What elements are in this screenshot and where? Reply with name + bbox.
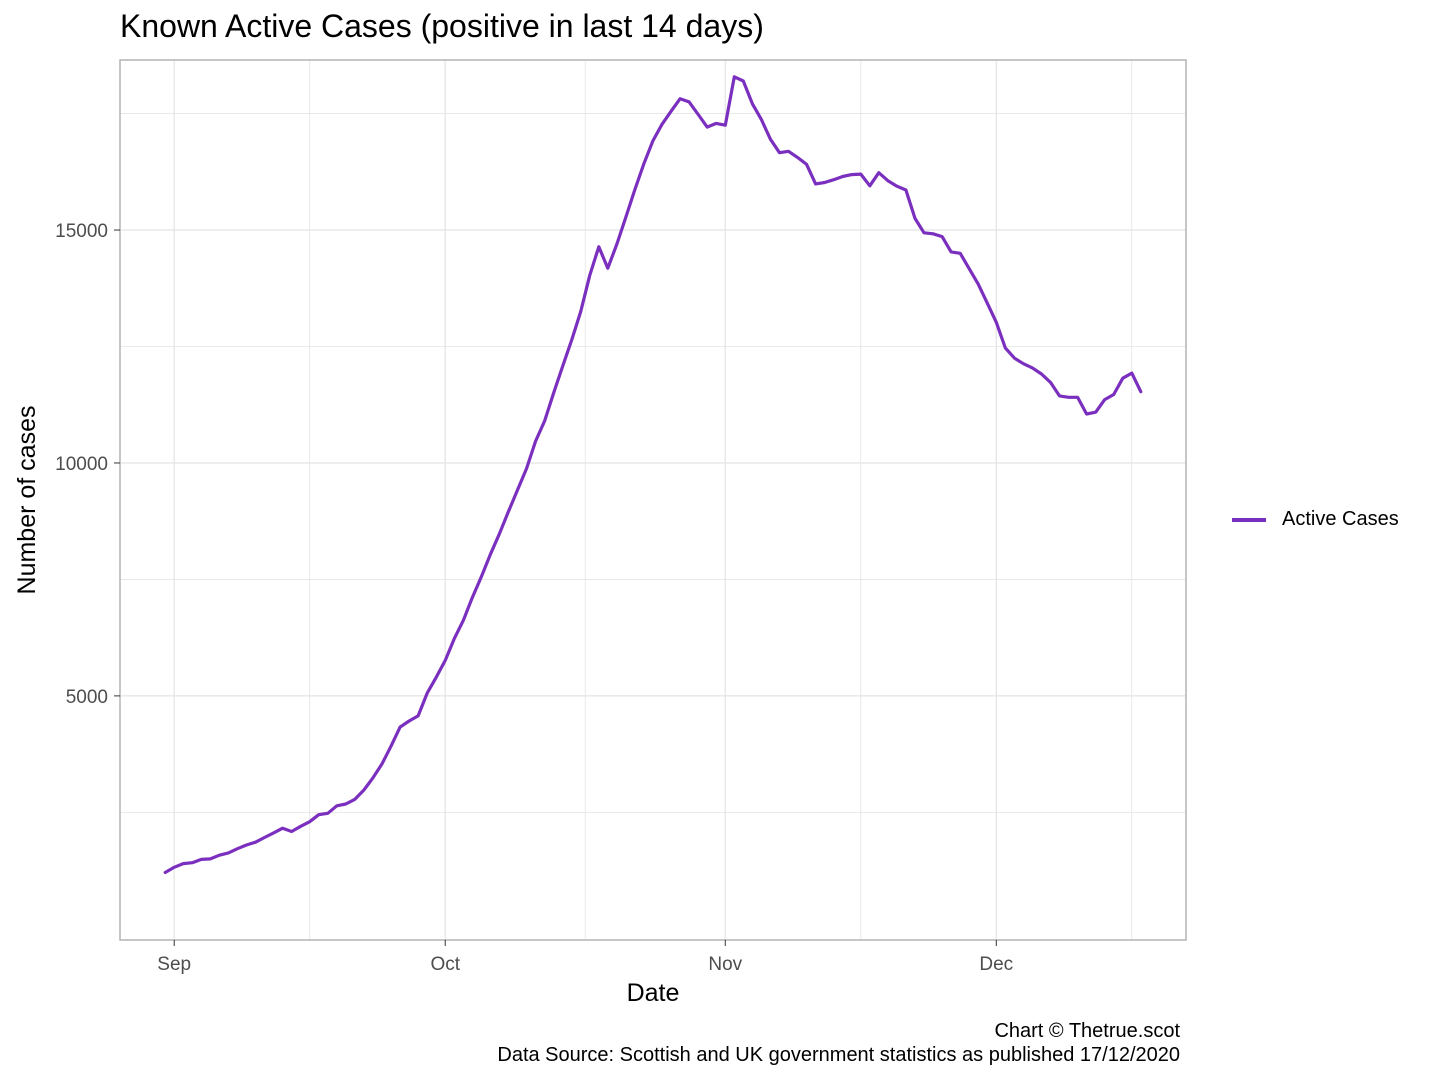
grid-major xyxy=(120,60,1186,940)
plot-panel xyxy=(119,59,1187,941)
x-tick-label: Oct xyxy=(430,954,460,975)
y-axis: 5000 10000 15000 xyxy=(55,221,120,708)
y-axis-title: Number of cases xyxy=(13,406,41,595)
y-tick-label: 15000 xyxy=(55,221,108,242)
x-tick-label: Dec xyxy=(979,954,1013,975)
caption-credit: Chart © Thetrue.scot xyxy=(994,1020,1180,1042)
x-axis-title: Date xyxy=(627,979,680,1007)
chart-title: Known Active Cases (positive in last 14 … xyxy=(120,8,764,44)
series-layer xyxy=(163,75,1143,875)
y-tick-label: 5000 xyxy=(66,687,108,708)
grid-minor xyxy=(120,60,1186,940)
legend-line-swatch xyxy=(1232,517,1266,522)
caption-source: Data Source: Scottish and UK government … xyxy=(497,1044,1180,1066)
caption: Chart © Thetrue.scot Data Source: Scotti… xyxy=(497,1019,1180,1067)
series-line-active-cases xyxy=(163,75,1143,875)
x-tick-label: Sep xyxy=(157,954,191,975)
y-tick-label: 10000 xyxy=(55,454,108,475)
x-tick-label: Nov xyxy=(708,954,742,975)
x-axis: Sep Oct Nov Dec xyxy=(157,940,1013,975)
legend: Active Cases xyxy=(1232,508,1399,531)
legend-label: Active Cases xyxy=(1282,508,1399,530)
